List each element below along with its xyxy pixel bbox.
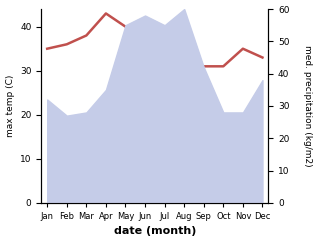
Y-axis label: max temp (C): max temp (C)	[5, 75, 15, 137]
X-axis label: date (month): date (month)	[114, 227, 196, 236]
Y-axis label: med. precipitation (kg/m2): med. precipitation (kg/m2)	[303, 45, 313, 167]
